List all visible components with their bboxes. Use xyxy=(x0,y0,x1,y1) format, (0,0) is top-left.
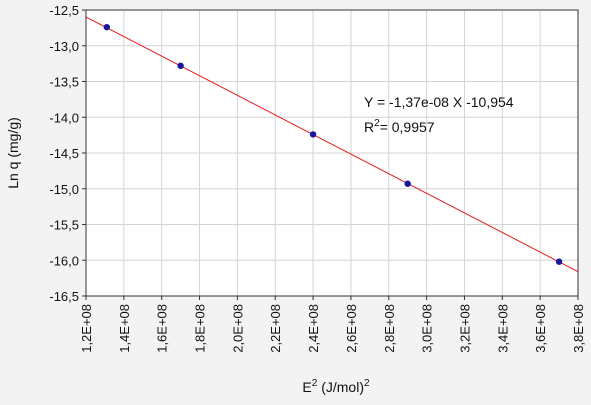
x-tick-label: 2,6E+08 xyxy=(344,304,359,353)
y-tick-label: -14,0 xyxy=(49,110,79,125)
data-point xyxy=(555,258,563,265)
y-tick-label: -16,0 xyxy=(49,253,79,268)
y-tick-label: -13,5 xyxy=(49,75,79,90)
data-point xyxy=(404,180,411,187)
x-tick-label: 2,8E+08 xyxy=(382,304,397,353)
x-tick-label: 1,8E+08 xyxy=(193,304,208,353)
y-axis-title: Ln q (mg/g) xyxy=(5,117,21,189)
x-tick-label: 3,6E+08 xyxy=(533,304,548,353)
r2-value: = 0,9957 xyxy=(380,119,435,135)
data-point xyxy=(309,131,317,138)
x-tick-label: 3,8E+08 xyxy=(571,304,586,353)
x-tick-label: 3,4E+08 xyxy=(495,304,510,353)
x-axis-title-main: E xyxy=(302,379,311,395)
fit-line-group xyxy=(86,16,578,273)
y-tick-label: -15,0 xyxy=(49,182,79,197)
y-tick-label: -12,5 xyxy=(49,3,79,18)
r2-label: R xyxy=(364,119,374,135)
y-tick-label: -15,5 xyxy=(49,218,79,233)
y-tick-label: -13,0 xyxy=(49,39,79,54)
x-axis-title-sup: 2 xyxy=(312,378,318,389)
x-tick-label: 1,4E+08 xyxy=(117,304,132,353)
data-points xyxy=(103,23,563,265)
x-tick-label: 1,2E+08 xyxy=(79,304,94,353)
y-tick-label: -16,5 xyxy=(49,289,79,304)
data-point xyxy=(103,23,111,31)
x-tick-label: 2,2E+08 xyxy=(268,304,283,353)
fit-line xyxy=(86,16,578,273)
x-tick-label: 1,6E+08 xyxy=(155,304,170,353)
x-tick-label: 3,2E+08 xyxy=(457,304,472,353)
x-axis-title-unit-sup: 2 xyxy=(364,378,370,389)
fit-equation: Y = -1,37e-08 X -10,954 xyxy=(364,94,514,110)
x-tick-label: 2,0E+08 xyxy=(230,304,245,353)
y-tick-label: -14,5 xyxy=(49,146,79,161)
x-tick-label: 2,4E+08 xyxy=(306,304,321,353)
x-axis: 1,2E+08 1,4E+08 1,6E+08 1,8E+08 2,0E+08 2,2E+… xyxy=(79,296,586,353)
x-axis-title: E2 (J/mol)2 xyxy=(302,378,370,395)
x-axis-title-unit: (J/mol) xyxy=(317,379,364,395)
fit-r-squared: R2= 0,9957 xyxy=(364,118,435,135)
x-tick-label: 3,0E+08 xyxy=(420,304,435,353)
r2-sup: 2 xyxy=(374,118,380,129)
y-axis: -12,5 -13,0 -13,5 -14,0 -14,5 -15,0 -15,5 -16,0… xyxy=(49,3,86,304)
data-point xyxy=(177,62,184,69)
